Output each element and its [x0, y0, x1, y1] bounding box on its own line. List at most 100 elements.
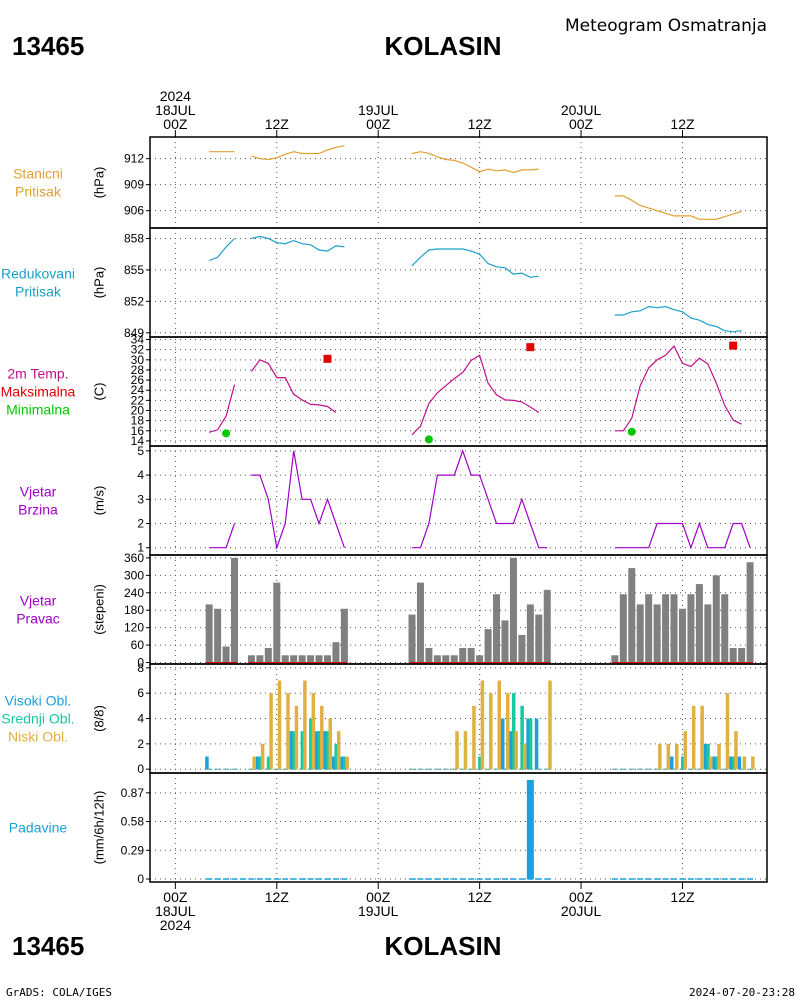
cloud-mid-bar	[300, 731, 305, 770]
cloud-mid-bar	[292, 731, 296, 770]
cloud-low-bar	[320, 705, 324, 770]
cloud-low-bar	[252, 756, 256, 770]
y-tick-label: 360	[124, 551, 144, 565]
precip-bar	[526, 779, 534, 880]
x-tick-label-top: 00Z	[163, 116, 188, 132]
y-tick-label: 6	[137, 686, 144, 700]
x-tick-label-bottom: 00Z	[163, 889, 188, 905]
tmin-marker	[627, 427, 636, 436]
cloud-high-bar	[670, 756, 674, 770]
direction-bar	[704, 604, 712, 663]
tmin-marker	[222, 429, 231, 438]
series-line	[209, 384, 236, 433]
cloud-low-bar	[303, 680, 307, 770]
y-tick-label: 180	[124, 603, 144, 617]
cloud-mid-bar	[511, 693, 516, 770]
y-tick-label: 120	[124, 621, 144, 635]
panel-label: Pritisak	[15, 184, 62, 200]
y-tick-label: 28	[131, 363, 145, 377]
y-tick-label: 34	[131, 333, 145, 347]
cloud-low-bar	[480, 680, 485, 770]
cloud-low-bar	[683, 731, 687, 770]
x-tick-label-bottom: 00Z	[366, 889, 391, 905]
y-tick-label: 0.87	[121, 786, 145, 800]
cloud-high-bar	[500, 718, 505, 770]
y-tick-label: 3	[137, 492, 144, 506]
cloud-low-bar	[472, 705, 476, 770]
chart-subtitle: Meteogram Osmatranja	[565, 16, 767, 36]
cloud-high-bar	[205, 756, 209, 770]
y-tick-label: 14	[131, 434, 145, 448]
direction-bar	[543, 589, 551, 663]
tmax-marker	[526, 343, 535, 352]
y-tick-label: 8	[137, 661, 144, 675]
panel-frame	[149, 336, 768, 447]
direction-bar	[687, 594, 695, 663]
panel-label: Maksimalna	[1, 384, 76, 400]
direction-bar	[323, 655, 331, 663]
station-id-bottom: 13465	[12, 931, 84, 961]
direction-bar	[535, 614, 543, 663]
direction-bar	[662, 594, 670, 663]
x-tick-label-bottom: 00Z	[569, 889, 594, 905]
y-tick-label: 24	[131, 383, 145, 397]
y-tick-label: 0.29	[121, 843, 145, 857]
x-tick-label-top: 00Z	[366, 116, 391, 132]
cloud-mid-bar	[266, 756, 271, 770]
direction-bar	[408, 614, 416, 663]
y-tick-label: 22	[131, 393, 145, 407]
panel-station_pressure: 906 909 912 (hPa) Stanicni Pritisak	[13, 136, 768, 229]
cloud-low-bar	[497, 680, 502, 770]
panel-frame	[149, 227, 768, 338]
cloud-high-bar	[289, 731, 294, 770]
direction-bar	[484, 629, 492, 663]
y-tick-label: 300	[124, 568, 144, 582]
direction-bar	[247, 655, 255, 663]
y-tick-label: 240	[124, 586, 144, 600]
panel-label: Redukovani	[1, 266, 75, 282]
cloud-high-bar	[729, 756, 733, 770]
cloud-high-bar	[509, 731, 513, 770]
y-tick-label: 1	[137, 541, 144, 555]
direction-bar	[501, 620, 509, 663]
cloud-low-bar	[505, 693, 510, 770]
direction-bar	[256, 655, 264, 663]
direction-bar	[712, 575, 720, 663]
x-tick-label-bottom: 20JUL	[561, 903, 602, 919]
cloud-low-bar	[311, 693, 316, 770]
direction-bar	[222, 646, 230, 663]
direction-bar	[518, 634, 526, 663]
cloud-low-bar	[742, 756, 747, 770]
cloud-low-bar	[700, 705, 704, 770]
direction-bar	[721, 594, 729, 663]
cloud-low-bar	[277, 680, 282, 770]
x-tick-label-top: 2024	[160, 88, 191, 104]
cloud-mid-bar	[317, 731, 322, 770]
cloud-low-bar	[751, 756, 755, 770]
direction-bar	[290, 655, 298, 663]
footer-timestamp: 2024-07-20-23:28	[689, 986, 795, 999]
direction-bar	[231, 557, 239, 663]
y-tick-label: 5	[137, 444, 144, 458]
direction-bar	[315, 655, 323, 663]
y-tick-label: 0	[137, 762, 144, 776]
direction-bar	[729, 648, 737, 663]
x-tick-label-bottom: 18JUL	[155, 903, 196, 919]
panel-unit-label: (mm/6h/12h)	[91, 791, 106, 865]
direction-bar	[493, 594, 501, 663]
direction-bar	[214, 608, 222, 663]
cloud-high-bar	[737, 756, 742, 770]
cloud-mid-bar	[478, 756, 482, 770]
x-tick-label-bottom: 12Z	[468, 889, 493, 905]
cloud-low-bar	[734, 731, 738, 770]
cloud-mid-bar	[680, 756, 685, 770]
cloud-low-bar	[260, 743, 265, 770]
station-name-bottom: KOLASIN	[385, 931, 502, 961]
panel-wind_speed: 1 2 3 4 5 (m/s) Vjetar Brzina	[18, 444, 768, 556]
panel-label: Vjetar	[20, 593, 57, 609]
panel-label: Minimalna	[6, 402, 70, 418]
cloud-low-bar	[717, 743, 721, 770]
x-tick-label-top: 12Z	[265, 116, 290, 132]
panel-unit-label: (8/8)	[91, 705, 106, 732]
